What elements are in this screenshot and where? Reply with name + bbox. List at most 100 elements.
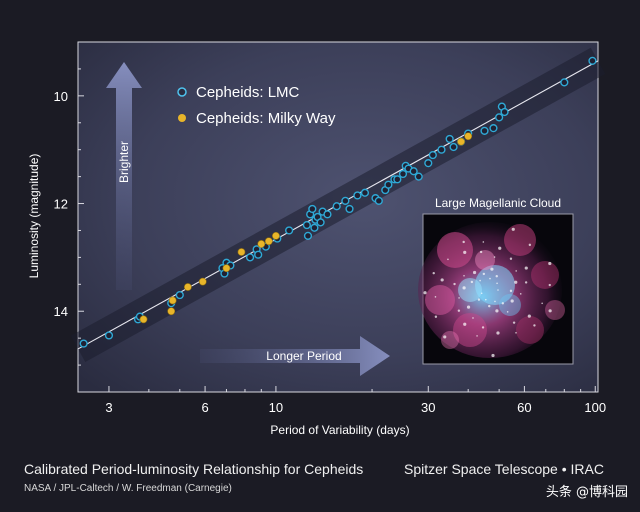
galaxy-cloud <box>475 265 515 305</box>
lmc-point <box>285 226 294 235</box>
milky-way-point <box>272 231 280 240</box>
galaxy-star <box>477 298 481 301</box>
galaxy-star <box>480 292 483 295</box>
lmc-point <box>303 231 313 240</box>
milky-way-point <box>457 137 465 146</box>
legend-marker-milky-way <box>178 114 186 122</box>
galaxy-star <box>496 331 500 335</box>
lmc-point <box>245 253 255 262</box>
milky-way-point <box>464 132 473 141</box>
galaxy-star <box>482 241 485 243</box>
galaxy-star <box>548 309 552 313</box>
y-tick-label: 14 <box>54 304 68 319</box>
legend-label-milky-way: Cepheids: Milky Way <box>196 110 336 127</box>
lmc-point <box>500 107 509 117</box>
galaxy-star <box>453 282 456 286</box>
galaxy-star <box>479 279 481 282</box>
galaxy-cloud <box>475 250 495 270</box>
y-axis-title: Luminosity (magnitude) <box>27 154 41 279</box>
lmc-point <box>341 196 350 205</box>
axis-layer: 3 6 10 30 60 100 10 12 14 <box>54 68 606 415</box>
lmc-point <box>560 78 569 87</box>
x-tick-label: 60 <box>517 400 531 415</box>
galaxy-star <box>462 286 466 290</box>
galaxy-star <box>457 309 461 312</box>
lmc-point <box>345 204 354 214</box>
galaxy-star <box>481 326 485 329</box>
longer-period-label: Longer Period <box>266 349 341 363</box>
x-tick-label: 30 <box>421 400 435 415</box>
lmc-point <box>588 56 597 65</box>
lmc-point <box>302 220 311 230</box>
milky-way-point <box>139 315 148 324</box>
galaxy-star <box>466 305 471 309</box>
galaxy-star <box>476 335 478 337</box>
milky-way-point <box>257 240 266 248</box>
lmc-point <box>353 191 362 200</box>
galaxy-star <box>497 289 499 291</box>
galaxy-star <box>494 300 496 303</box>
galaxy-star <box>491 353 495 358</box>
galaxy-star <box>496 282 498 285</box>
galaxy-star <box>493 256 496 258</box>
galaxy-star <box>482 272 486 276</box>
galaxy-star <box>463 322 467 326</box>
galaxy-star <box>515 331 517 334</box>
lmc-point <box>254 250 263 259</box>
brighter-arrow: Brighter <box>106 62 142 290</box>
lmc-point <box>424 159 433 168</box>
legend-marker-lmc <box>177 87 187 97</box>
galaxy-star <box>541 302 543 305</box>
lmc-point <box>445 134 454 144</box>
milky-way-point <box>167 307 176 316</box>
galaxy-cloud <box>453 313 487 347</box>
x-tick-label: 10 <box>269 400 283 415</box>
galaxy-star <box>495 309 499 313</box>
galaxy-cloud <box>504 224 536 256</box>
galaxy-blobs <box>423 224 565 358</box>
lmc-point <box>414 172 423 181</box>
galaxy-star <box>462 240 465 244</box>
galaxy-star <box>470 280 474 284</box>
galaxy-star <box>528 243 532 247</box>
lmc-point <box>310 223 319 232</box>
galaxy-star <box>511 227 515 231</box>
inset-title: Large Magellanic Cloud <box>435 196 561 210</box>
lmc-point <box>308 204 317 214</box>
lmc-point <box>374 196 383 205</box>
watermark: 头条 @博科园 <box>545 485 628 500</box>
galaxy-cloud <box>499 294 521 316</box>
galaxy-star <box>463 274 465 277</box>
lmc-point <box>323 210 332 219</box>
galaxy-cloud <box>458 278 482 302</box>
galaxy-cloud <box>437 232 473 268</box>
figure-caption-title: Calibrated Period-luminosity Relationshi… <box>24 461 364 477</box>
lmc-point <box>360 188 370 197</box>
galaxy-star <box>506 311 509 313</box>
galaxy-star <box>548 261 552 266</box>
galaxy-star <box>512 321 516 324</box>
milky-way-point <box>264 237 273 246</box>
galaxy-star <box>472 270 477 275</box>
lmc-point <box>104 331 114 340</box>
galaxy-star <box>548 283 551 287</box>
mission-caption: Spitzer Space Telescope • IRAC <box>404 461 604 477</box>
x-tick-label: 3 <box>105 400 112 415</box>
y-tick-label: 10 <box>54 89 68 104</box>
galaxy-star <box>509 257 513 260</box>
lmc-point <box>175 290 184 300</box>
galaxy-star <box>458 297 460 299</box>
lmc-point <box>409 167 418 176</box>
y-tick-label: 12 <box>54 197 68 212</box>
galaxy-star <box>509 289 513 293</box>
longer-period-arrow: Longer Period <box>200 336 390 376</box>
galaxy-star <box>495 275 498 278</box>
galaxy-cloud <box>531 261 559 289</box>
milky-way-point <box>198 277 207 286</box>
galaxy-cloud <box>516 316 544 344</box>
galaxy-star <box>489 277 491 280</box>
galaxy-star <box>490 267 494 271</box>
galaxy-cloud <box>425 285 455 315</box>
lmc-point <box>480 126 489 135</box>
